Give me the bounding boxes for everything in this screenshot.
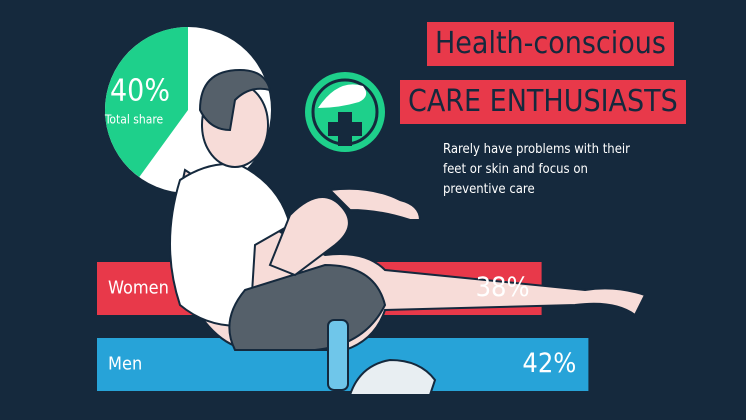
pie-label: Total share: [104, 113, 164, 127]
subtitle: CARE ENTHUSIASTS: [400, 80, 686, 124]
title: Health-conscious: [427, 22, 674, 66]
pie-value-label: 40%: [110, 74, 170, 109]
person: [169, 68, 647, 396]
pie: [105, 27, 188, 178]
icon-foot: [318, 84, 367, 108]
bar-category-label: Men: [108, 354, 142, 375]
description: Rarely have problems with their feet or …: [443, 142, 630, 197]
bar-value-label: 38%: [476, 272, 530, 303]
icon-cross: [328, 112, 362, 146]
pie-slice: [105, 27, 188, 178]
bar-value-label: 42%: [522, 348, 576, 379]
labels: 40% Total share Women 38% Men 42%: [104, 74, 577, 380]
bar-category-label: Women: [108, 278, 169, 299]
